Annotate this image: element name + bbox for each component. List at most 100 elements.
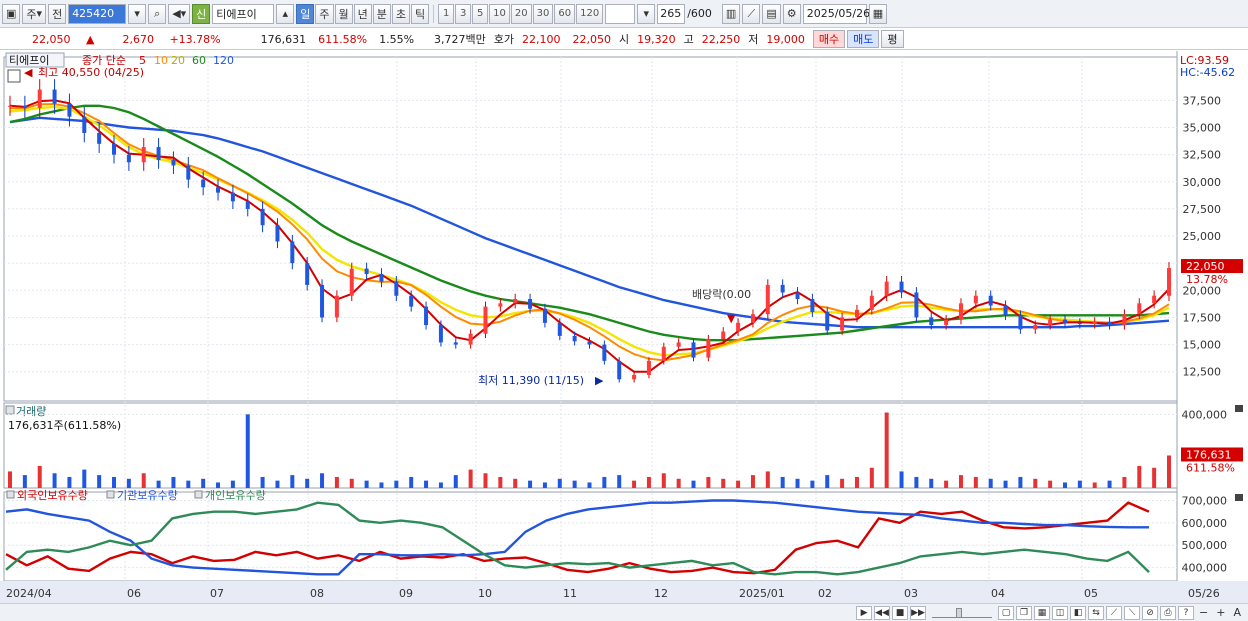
market-select[interactable]: 전 xyxy=(48,3,67,24)
count-input[interactable]: 265 xyxy=(657,3,686,24)
scroll-slider[interactable] xyxy=(932,607,993,618)
period-tab[interactable]: 일 xyxy=(296,3,315,24)
period-tab[interactable]: 주 xyxy=(315,3,334,24)
volume-bar[interactable] xyxy=(1048,480,1053,488)
volume-bar[interactable] xyxy=(334,476,339,488)
volume-bar[interactable] xyxy=(542,482,547,488)
volume-bar[interactable] xyxy=(141,473,146,488)
candle-body[interactable] xyxy=(899,281,904,293)
volume-bar[interactable] xyxy=(1077,480,1082,488)
price-panel[interactable] xyxy=(3,56,1178,402)
volume-bar[interactable] xyxy=(37,465,42,488)
candle-body[interactable] xyxy=(438,325,443,343)
candle-body[interactable] xyxy=(1062,319,1067,323)
candle-body[interactable] xyxy=(201,179,206,188)
candle-body[interactable] xyxy=(988,295,993,306)
candle-body[interactable] xyxy=(973,295,978,304)
save-icon[interactable]: ▤ xyxy=(762,3,781,24)
candle-body[interactable] xyxy=(245,201,250,209)
candle-body[interactable] xyxy=(780,284,785,293)
zoom-in-button[interactable]: + xyxy=(1216,606,1226,619)
volume-bar[interactable] xyxy=(1033,478,1038,488)
candle-body[interactable] xyxy=(1167,268,1171,296)
candle-body[interactable] xyxy=(765,284,770,315)
candle-body[interactable] xyxy=(409,295,414,307)
candle-body[interactable] xyxy=(8,105,12,107)
sell-button[interactable]: 매도 xyxy=(847,30,880,48)
candle-body[interactable] xyxy=(914,292,919,318)
auto-scale-button[interactable]: A xyxy=(1233,606,1241,619)
rewind-icon[interactable]: ◀◀ xyxy=(874,605,891,620)
volume-bar[interactable] xyxy=(245,414,250,488)
search-icon[interactable]: ⌕ xyxy=(148,3,167,24)
candle-body[interactable] xyxy=(572,335,577,342)
volume-bar[interactable] xyxy=(320,473,325,488)
volume-bar[interactable] xyxy=(646,476,651,488)
draw-line-icon[interactable]: ⟋ xyxy=(742,3,761,24)
candle-body[interactable] xyxy=(453,342,458,345)
volume-bar[interactable] xyxy=(275,480,280,488)
volume-bar[interactable] xyxy=(82,469,87,488)
volume-bar[interactable] xyxy=(854,476,859,488)
candle-body[interactable] xyxy=(320,284,325,318)
candle-body[interactable] xyxy=(1137,303,1142,315)
volume-bar[interactable] xyxy=(1003,480,1008,488)
candle-body[interactable] xyxy=(691,342,696,358)
volume-bar[interactable] xyxy=(721,478,726,488)
legend-toggle-icon[interactable] xyxy=(7,69,21,83)
layout-icon[interactable]: ▢ xyxy=(998,605,1015,620)
volume-bar[interactable] xyxy=(750,475,755,488)
volume-bar[interactable] xyxy=(260,476,265,488)
speaker-icon[interactable]: ◀▾ xyxy=(168,3,191,24)
candle-icon[interactable]: ▥ xyxy=(721,3,741,24)
interval-button[interactable]: 5 xyxy=(472,3,489,24)
copy-icon[interactable]: ❐ xyxy=(1016,605,1033,620)
volume-bar[interactable] xyxy=(1137,465,1142,488)
interval-button[interactable]: 1 xyxy=(438,3,455,24)
candle-body[interactable] xyxy=(260,208,265,226)
average-button[interactable]: 평 xyxy=(881,30,904,48)
interval-button[interactable]: 30 xyxy=(532,3,554,24)
candle-body[interactable] xyxy=(171,160,176,166)
candle-body[interactable] xyxy=(305,263,310,285)
volume-bar[interactable] xyxy=(156,480,161,488)
volume-bar[interactable] xyxy=(186,480,191,488)
volume-bar[interactable] xyxy=(617,475,622,488)
candle-body[interactable] xyxy=(542,308,547,323)
candle-body[interactable] xyxy=(22,105,27,109)
volume-bar[interactable] xyxy=(67,476,72,488)
candle-body[interactable] xyxy=(810,298,815,313)
candle-body[interactable] xyxy=(468,333,473,345)
volume-bar[interactable] xyxy=(498,476,503,488)
volume-bar[interactable] xyxy=(216,482,221,488)
candle-body[interactable] xyxy=(513,298,518,304)
candle-body[interactable] xyxy=(736,322,741,332)
candle-body[interactable] xyxy=(216,187,221,193)
candle-body[interactable] xyxy=(587,341,592,345)
volume-bar[interactable] xyxy=(840,478,845,488)
interval-button[interactable]: 60 xyxy=(554,3,576,24)
candle-body[interactable] xyxy=(958,303,963,320)
name-dropdown-icon[interactable]: ▴ xyxy=(276,3,295,24)
volume-bar[interactable] xyxy=(453,475,458,488)
volume-bar[interactable] xyxy=(97,475,102,488)
volume-bar[interactable] xyxy=(409,476,414,488)
help-icon[interactable]: ? xyxy=(1178,605,1195,620)
volume-bar[interactable] xyxy=(676,478,681,488)
candle-body[interactable] xyxy=(1122,314,1127,326)
interval-button[interactable]: 10 xyxy=(489,3,510,24)
candle-body[interactable] xyxy=(1033,325,1038,330)
candle-body[interactable] xyxy=(854,309,859,318)
candle-body[interactable] xyxy=(676,342,681,347)
volume-bar[interactable] xyxy=(8,471,12,488)
stop-icon[interactable]: ■ xyxy=(892,605,909,620)
candle-body[interactable] xyxy=(1107,321,1112,326)
volume-bar[interactable] xyxy=(572,480,577,488)
date-input[interactable]: 2025/05/26 xyxy=(802,3,870,24)
candle-body[interactable] xyxy=(394,281,399,296)
trend-icon[interactable]: ⟋ xyxy=(1106,605,1123,620)
volume-bar[interactable] xyxy=(632,480,637,488)
interval-button[interactable]: 3 xyxy=(455,3,472,24)
candle-body[interactable] xyxy=(825,312,830,331)
volume-bar[interactable] xyxy=(528,480,533,488)
